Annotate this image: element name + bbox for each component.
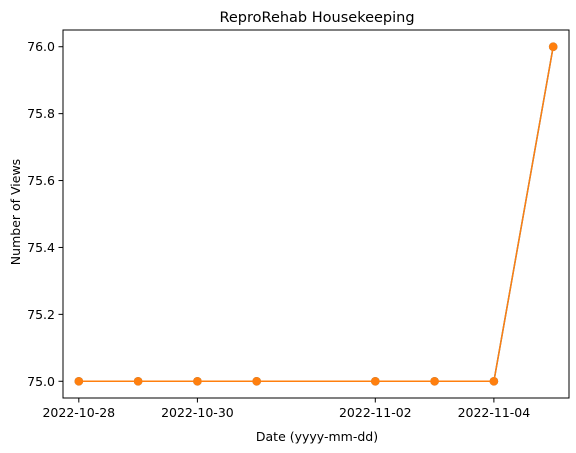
data-point (489, 376, 499, 386)
y-tick-label: 75.6 (27, 173, 55, 188)
series-line-2 (78, 46, 554, 383)
data-point (430, 376, 439, 386)
plot-area (74, 42, 558, 386)
x-axis: 2022-10-28 2022-10-30 2022-11-02 2022-11-04 (42, 398, 530, 420)
y-tick-label: 75.0 (27, 374, 55, 389)
y-tick-label: 75.2 (27, 307, 55, 322)
data-point (74, 376, 84, 386)
data-point (193, 376, 202, 386)
data-point (548, 42, 558, 52)
y-axis-label: Number of Views (8, 159, 23, 265)
data-point (133, 376, 143, 386)
y-tick-label: 75.8 (27, 106, 55, 121)
y-tick-label: 75.4 (27, 240, 55, 255)
chart-title: ReproRehab Housekeeping (219, 10, 414, 26)
x-tick-label: 2022-10-30 (161, 405, 234, 420)
series-line-1 (78, 46, 554, 383)
x-tick-label: 2022-10-28 (42, 405, 115, 420)
data-point (252, 376, 261, 386)
x-tick-label: 2022-11-04 (458, 405, 531, 420)
axes-frame (62, 29, 570, 399)
data-point (371, 376, 380, 386)
y-tick-label: 76.0 (27, 39, 55, 54)
x-tick-label: 2022-11-02 (339, 405, 412, 420)
y-axis: 75.0 75.2 75.4 75.6 75.8 76.0 (27, 39, 63, 389)
x-axis-label: Date (yyyy-mm-dd) (256, 429, 378, 444)
